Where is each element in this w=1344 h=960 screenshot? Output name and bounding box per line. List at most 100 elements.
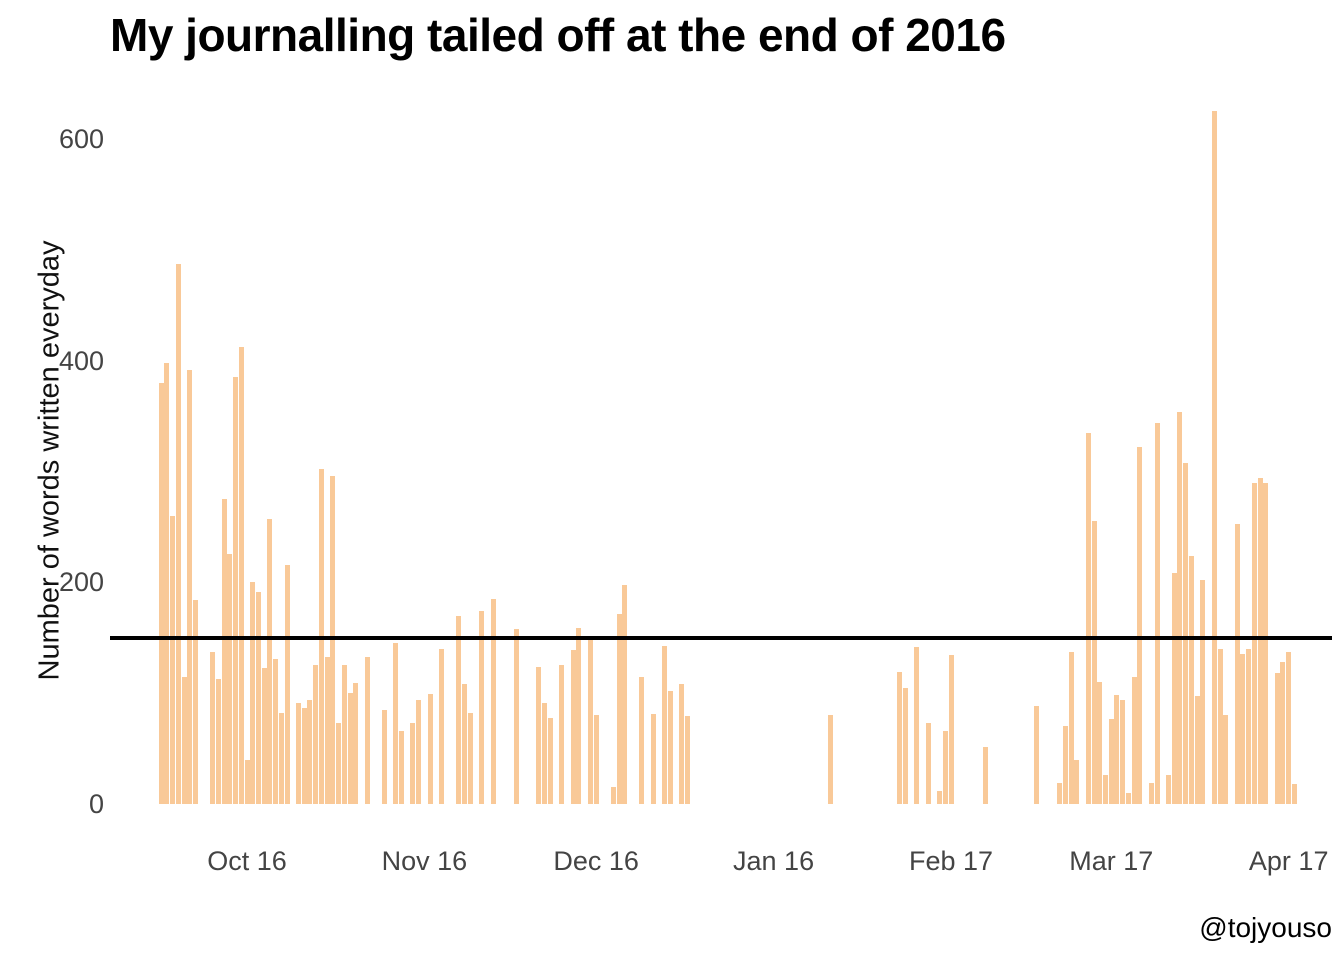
- bar: [1274, 673, 1280, 804]
- bar: [381, 709, 387, 804]
- bar: [1057, 782, 1063, 804]
- bar: [301, 707, 307, 804]
- bar: [192, 600, 198, 804]
- bar: [1246, 648, 1252, 804]
- bar: [261, 667, 267, 804]
- bar: [937, 790, 943, 804]
- bar: [547, 717, 553, 804]
- bar: [210, 652, 216, 804]
- y-axis-tick-label: 600: [58, 124, 104, 154]
- bar: [227, 553, 233, 804]
- bar: [828, 715, 834, 804]
- bar: [1085, 432, 1091, 804]
- bar: [1177, 411, 1183, 804]
- bar: [181, 676, 187, 804]
- bar: [341, 665, 347, 804]
- bar: [1165, 775, 1171, 804]
- x-axis-tick-label: Feb 17: [908, 846, 994, 876]
- bar: [942, 730, 948, 804]
- x-axis-tick-label: Apr 17: [1248, 846, 1329, 876]
- x-axis-tick-label: Oct 16: [207, 846, 287, 876]
- bar: [1034, 706, 1040, 804]
- bar: [668, 690, 674, 804]
- bar: [353, 683, 359, 804]
- bar: [1097, 682, 1103, 804]
- attribution-caption: @tojyouso: [1199, 912, 1332, 943]
- bar: [925, 723, 931, 804]
- bar: [1223, 715, 1229, 804]
- bar: [1194, 696, 1200, 804]
- bar: [250, 582, 256, 804]
- bar: [1217, 648, 1223, 804]
- bar: [513, 628, 519, 804]
- bar: [948, 655, 954, 804]
- bar: [559, 665, 565, 804]
- bar: [170, 515, 176, 804]
- chart-title: My journalling tailed off at the end of …: [110, 9, 1006, 61]
- bar: [479, 611, 485, 804]
- bar: [1234, 523, 1240, 804]
- bar: [1062, 726, 1068, 804]
- y-axis-tick-label: 0: [88, 789, 104, 819]
- reference-line: [110, 635, 1332, 640]
- bar: [1154, 422, 1160, 804]
- bar: [336, 723, 342, 804]
- bar: [244, 759, 250, 804]
- bar: [1200, 580, 1206, 804]
- bar: [187, 369, 193, 804]
- bar: [1091, 521, 1097, 804]
- bar: [570, 649, 576, 804]
- bar: [1240, 654, 1246, 804]
- bar: [1120, 699, 1126, 804]
- bar: [679, 684, 685, 804]
- x-axis-tick-label: Nov 16: [381, 846, 468, 876]
- bar: [1251, 482, 1257, 804]
- bar: [461, 684, 467, 804]
- bar: [1137, 447, 1143, 804]
- bar: [284, 564, 290, 804]
- bar: [273, 658, 279, 804]
- bar: [1148, 782, 1154, 804]
- bar: [313, 665, 319, 804]
- bar: [330, 475, 336, 804]
- bar: [410, 723, 416, 804]
- bar: [662, 645, 668, 804]
- x-axis-tick-label: Dec 16: [553, 846, 639, 876]
- bar: [1188, 555, 1194, 804]
- y-axis-tick-label: 200: [58, 567, 104, 598]
- bar: [1263, 482, 1269, 804]
- bar: [1125, 792, 1131, 804]
- bar: [610, 787, 616, 804]
- bar: [175, 264, 181, 804]
- bar: [467, 713, 473, 804]
- x-axis-tick-label: Mar 17: [1069, 846, 1154, 876]
- bar: [399, 730, 405, 804]
- y-axis-tick-label: 400: [58, 345, 104, 376]
- bar: [1103, 775, 1109, 804]
- bar: [233, 377, 239, 804]
- bar: [347, 693, 353, 804]
- bar: [1286, 652, 1292, 804]
- bar: [324, 656, 330, 804]
- bar: [296, 703, 301, 804]
- bar: [536, 666, 542, 804]
- bar: [393, 643, 399, 804]
- bar: [896, 672, 902, 804]
- bar: [238, 347, 244, 804]
- bar: [307, 699, 313, 804]
- bar: [914, 646, 920, 804]
- bar: [158, 382, 164, 804]
- bar: [982, 747, 988, 804]
- bar: [1291, 784, 1297, 804]
- bar: [1211, 111, 1217, 804]
- bar: [416, 699, 422, 804]
- bar: [221, 499, 227, 804]
- bar: [1108, 718, 1114, 804]
- bar: [490, 598, 496, 804]
- bar: [542, 703, 548, 804]
- bar: [164, 362, 170, 804]
- bar: [1183, 462, 1189, 804]
- bar: [576, 627, 582, 804]
